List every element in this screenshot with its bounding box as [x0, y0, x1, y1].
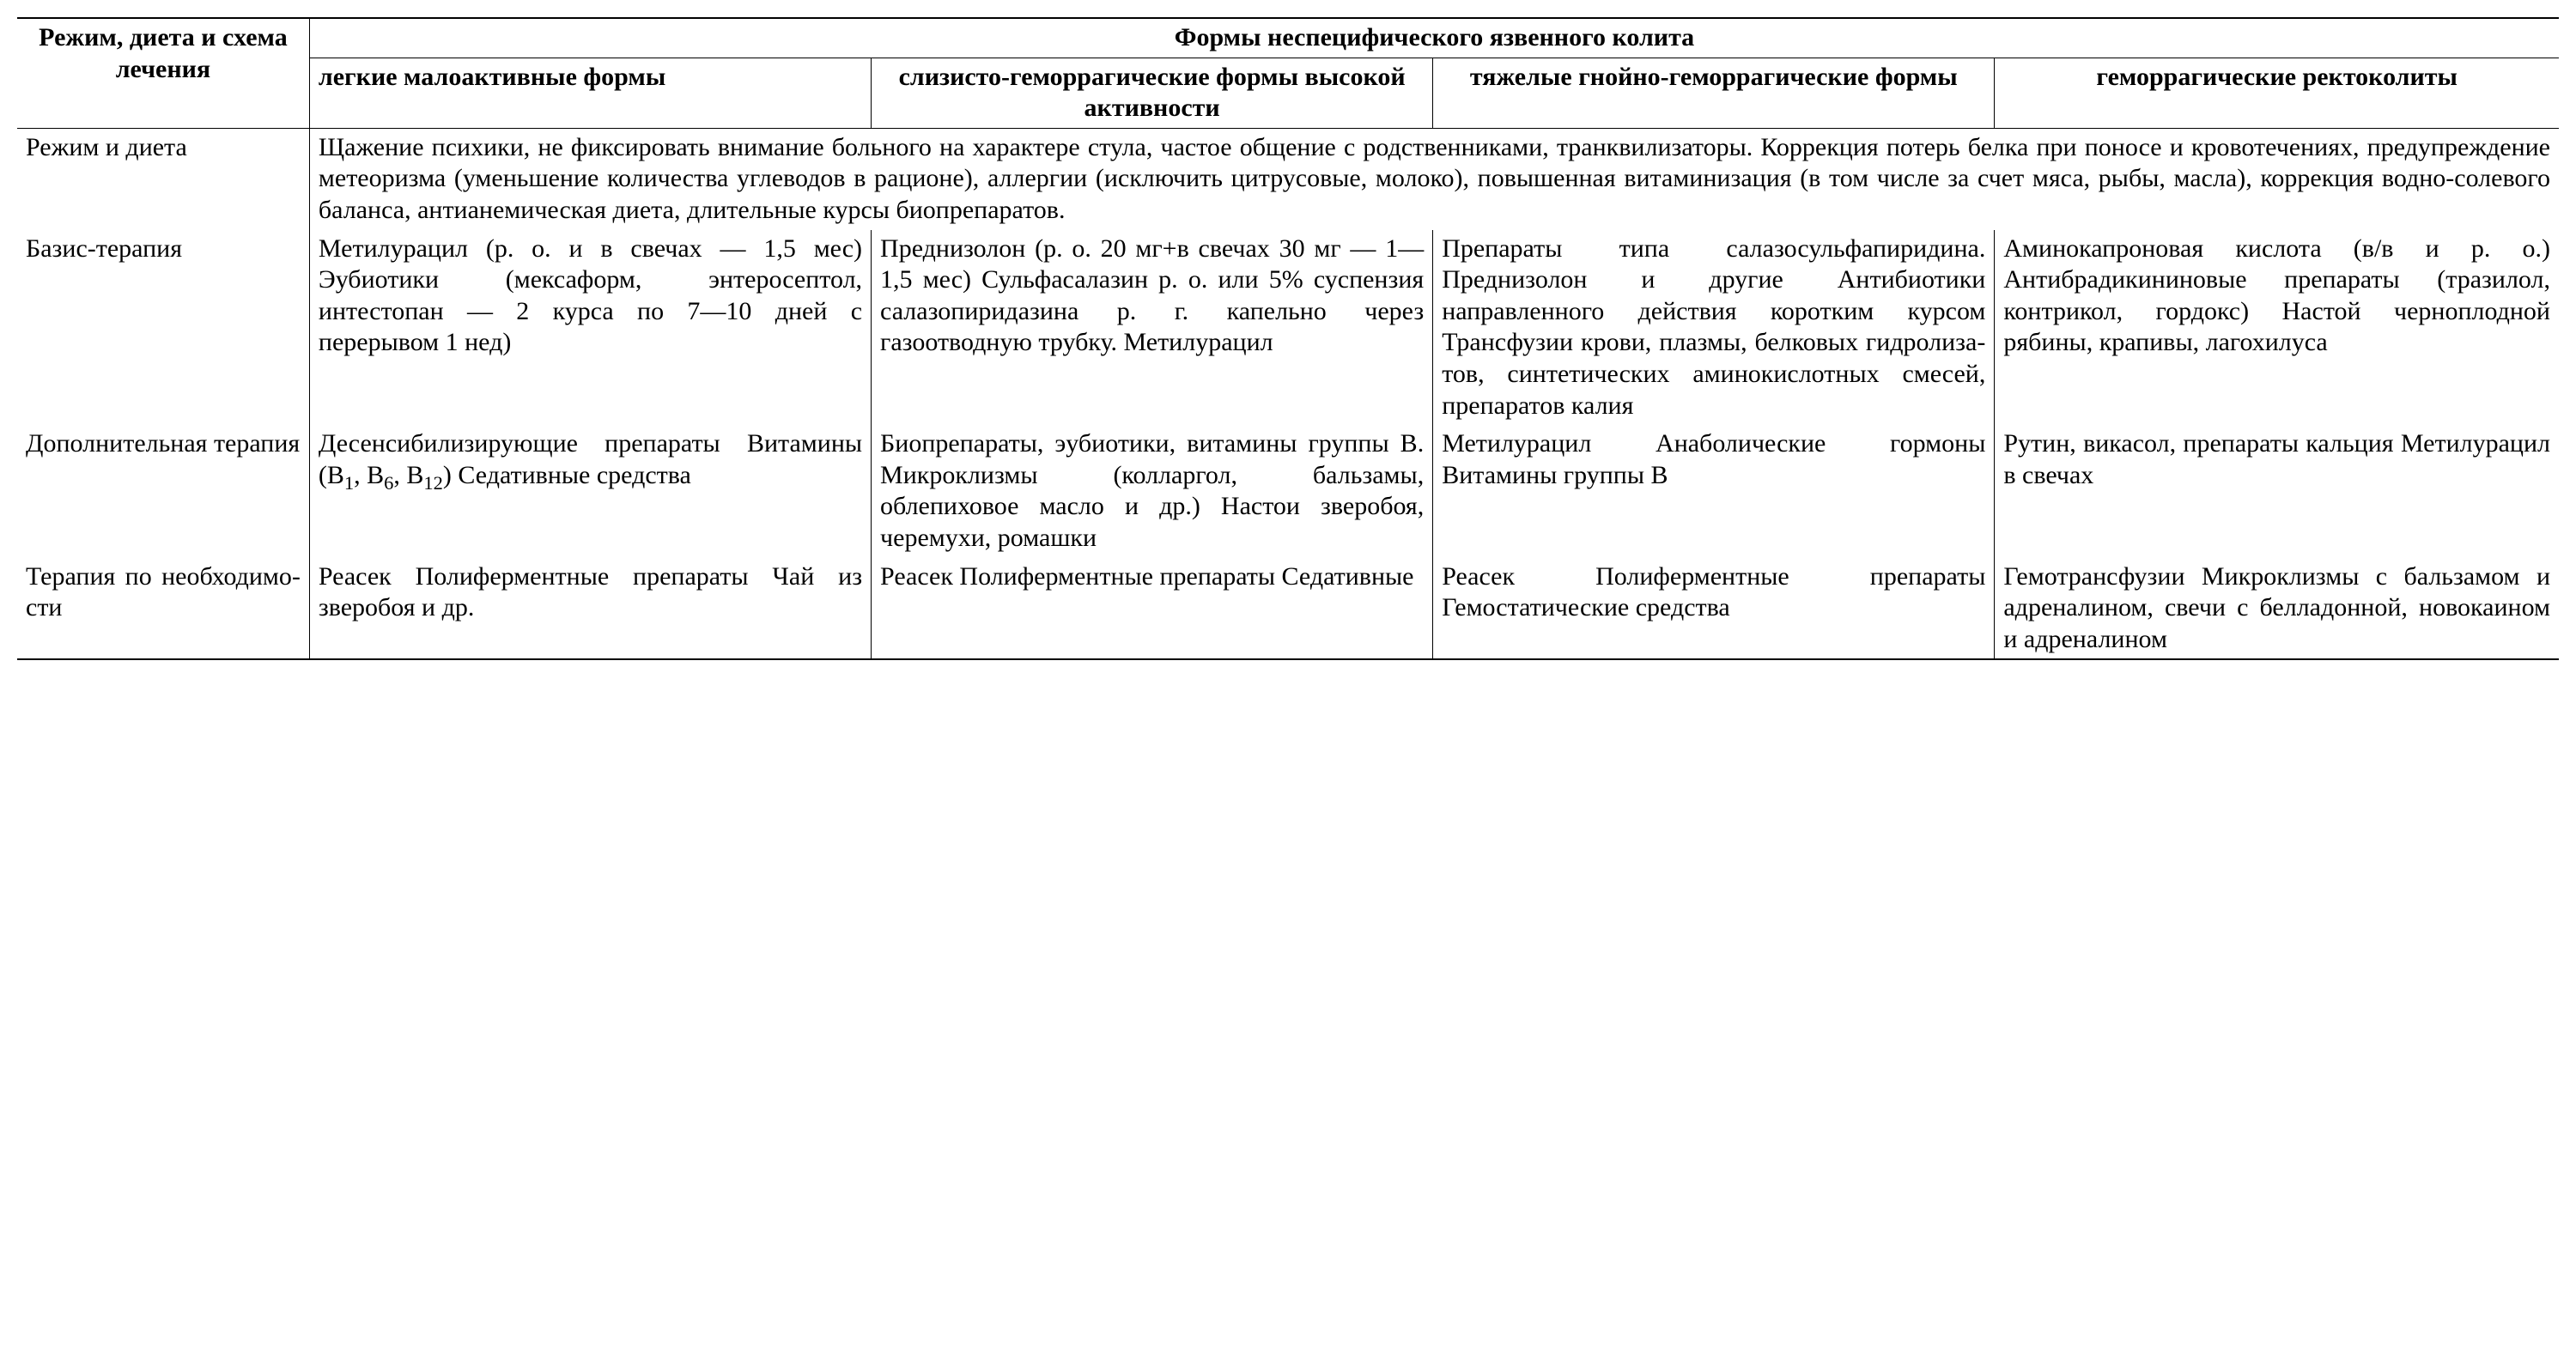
row-asneeded-c2: Реасек Полиферментные препараты Седативн… [872, 558, 1433, 660]
header-col-2: слизисто-геморрагические формы высокой а… [872, 58, 1433, 128]
header-col-1: легкие малоактивные формы [309, 58, 871, 128]
row-basis-label: Базис-тера­пия [17, 230, 309, 426]
row-asneeded-c1: Реасек Полиферментные пре­параты Чай из … [309, 558, 871, 660]
header-super: Формы неспецифического язвенного колита [309, 18, 2559, 58]
row-additional-c3: Метилурацил Анаболические гормоны Витами… [1433, 425, 1995, 557]
row-additional-c1: Десенсибилизирующие препараты Витамины (… [309, 425, 871, 557]
row-regime-label: Режим и ди­ета [17, 128, 309, 229]
header-rowlabel: Режим, дие­та и схема лечения [17, 18, 309, 128]
row-additional-c4: Рутин, викасол, препараты кальция Метилу… [1995, 425, 2559, 557]
treatment-table: Режим, дие­та и схема лечения Формы несп… [17, 17, 2559, 660]
row-basis-c3: Препараты типа салазо­сульфапиридина. Пр… [1433, 230, 1995, 426]
row-additional-c2: Биопрепараты, эубиотики, витамины группы… [872, 425, 1433, 557]
row-additional-label: Дополнитель­ная терапия [17, 425, 309, 557]
header-col-3: тяжелые гнойно-геморрагические формы [1433, 58, 1995, 128]
header-col-4: геморрагические ректоколиты [1995, 58, 2559, 128]
row-basis-c4: Аминокапроновая кислота (в/в и р. о.) Ан… [1995, 230, 2559, 426]
row-basis-c2: Преднизолон (р. о. 20 мг+в свечах 30 мг … [872, 230, 1433, 426]
row-regime-text: Щажение психики, не фиксировать внимание… [309, 128, 2559, 229]
row-asneeded-c4: Гемотрансфузии Микроклизмы с бальзамом и… [1995, 558, 2559, 660]
row-basis-c1: Метилурацил (р. о. и в свечах — 1,5 мес)… [309, 230, 871, 426]
row-asneeded-label: Терапия по необходимо­сти [17, 558, 309, 660]
row-asneeded-c3: Реасек Полиферментные пре­параты Гемоста… [1433, 558, 1995, 660]
